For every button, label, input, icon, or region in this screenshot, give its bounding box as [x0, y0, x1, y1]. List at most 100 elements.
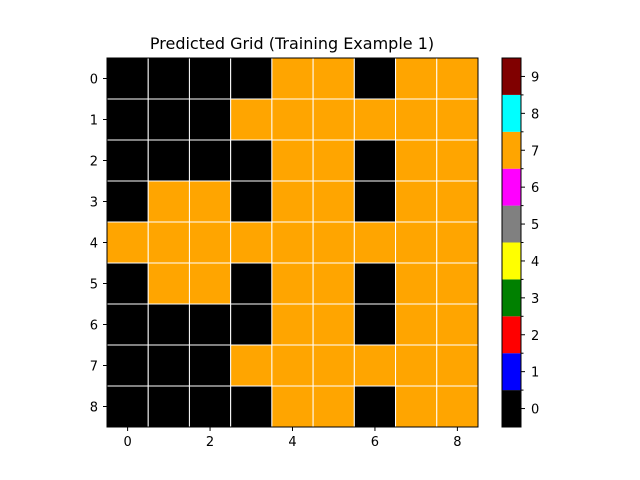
grid-cell — [106, 385, 149, 428]
grid-cell — [271, 344, 314, 387]
grid-cell — [395, 180, 438, 223]
grid-cell — [147, 385, 190, 428]
grid-cell — [188, 180, 232, 223]
grid-cell — [312, 98, 355, 141]
colorbar-tick-label: 3 — [531, 292, 539, 307]
grid-cell — [188, 385, 232, 428]
y-tick-label: 7 — [90, 360, 98, 375]
grid-cell — [188, 303, 232, 346]
grid-cell — [353, 344, 397, 387]
colorbar-segment — [502, 168, 521, 206]
grid-cell — [188, 221, 232, 264]
colorbar-segment — [502, 94, 521, 132]
grid-cell — [271, 221, 314, 264]
colorbar: 0 1 2 3 4 5 6 7 8 9 — [501, 57, 539, 428]
grid-cell — [106, 57, 149, 100]
grid-cell — [353, 221, 397, 264]
grid-cell — [353, 303, 397, 346]
y-tick-label: 3 — [90, 196, 98, 211]
grid-cell — [147, 262, 190, 305]
grid-cell — [312, 262, 355, 305]
colorbar-tick-label: 7 — [531, 144, 539, 159]
grid-cell — [106, 303, 149, 346]
grid-cell — [271, 262, 314, 305]
grid-cell — [271, 57, 314, 100]
grid-cell — [436, 221, 479, 264]
grid-cell — [271, 180, 314, 223]
y-tick-label: 1 — [90, 114, 98, 129]
x-tick-label: 2 — [206, 435, 214, 450]
x-tick-label: 4 — [288, 435, 296, 450]
colorbar-segment — [502, 242, 521, 280]
colorbar-segment — [502, 131, 521, 169]
grid-cell — [395, 57, 438, 100]
grid-cell — [395, 139, 438, 182]
grid-cell — [271, 385, 314, 428]
grid-cell — [436, 303, 479, 346]
grid-cell — [353, 57, 397, 100]
grid-cell — [230, 98, 273, 141]
colorbar-segment — [502, 205, 521, 243]
grid-cell — [230, 139, 273, 182]
grid-cell — [436, 385, 479, 428]
grid-cell — [312, 221, 355, 264]
grid-cell — [188, 344, 232, 387]
grid-cell — [395, 221, 438, 264]
colorbar-segment — [502, 316, 521, 354]
grid-cell — [188, 139, 232, 182]
grid-cell — [147, 180, 190, 223]
grid-cell — [353, 385, 397, 428]
grid-cell — [395, 262, 438, 305]
colorbar-segment — [502, 58, 521, 95]
grid-cell — [147, 57, 190, 100]
grid-cell — [188, 98, 232, 141]
grid-cell — [147, 303, 190, 346]
colorbar-tick-label: 2 — [531, 329, 539, 344]
grid-cell — [395, 344, 438, 387]
grid-cell — [436, 262, 479, 305]
grid-cell — [106, 262, 149, 305]
y-tick-label: 0 — [90, 73, 98, 88]
grid-cell — [230, 262, 273, 305]
grid-cell — [230, 303, 273, 346]
colorbar-segment — [502, 353, 521, 391]
grid-cell — [395, 385, 438, 428]
grid-cell — [106, 221, 149, 264]
grid-cell — [436, 344, 479, 387]
grid-cell — [353, 98, 397, 141]
y-tick-label: 5 — [90, 278, 98, 293]
y-tick-label: 8 — [90, 401, 98, 416]
grid-cell — [230, 180, 273, 223]
grid-cell — [353, 262, 397, 305]
grid-cell — [271, 303, 314, 346]
colorbar-tick-label: 0 — [531, 403, 539, 418]
y-tick-label: 6 — [90, 319, 98, 334]
grid-cell — [395, 98, 438, 141]
colorbar-tick-label: 6 — [531, 181, 539, 196]
colorbar-tick-label: 8 — [531, 107, 539, 122]
grid-cell — [230, 344, 273, 387]
grid-cell — [353, 139, 397, 182]
chart-title: Predicted Grid (Training Example 1) — [150, 34, 434, 53]
grid-cell — [147, 139, 190, 182]
grid-cell — [147, 98, 190, 141]
grid-cell — [106, 344, 149, 387]
grid-cell — [188, 262, 232, 305]
heatmap-plot: 0 2 4 6 8 0 1 2 3 4 5 6 7 8 — [90, 57, 479, 450]
grid-cell — [436, 98, 479, 141]
y-tick-label: 2 — [90, 155, 98, 170]
grid-cell — [312, 139, 355, 182]
colorbar-tick-label: 5 — [531, 218, 539, 233]
grid-cell — [353, 180, 397, 223]
grid-cell — [312, 57, 355, 100]
grid-cell — [271, 139, 314, 182]
grid-cell — [312, 385, 355, 428]
x-tick-label: 8 — [453, 435, 461, 450]
grid-cell — [106, 139, 149, 182]
grid-cell — [395, 303, 438, 346]
grid-cell — [106, 98, 149, 141]
colorbar-segment — [502, 279, 521, 317]
colorbar-tick-label: 4 — [531, 255, 539, 270]
grid-cell — [312, 180, 355, 223]
